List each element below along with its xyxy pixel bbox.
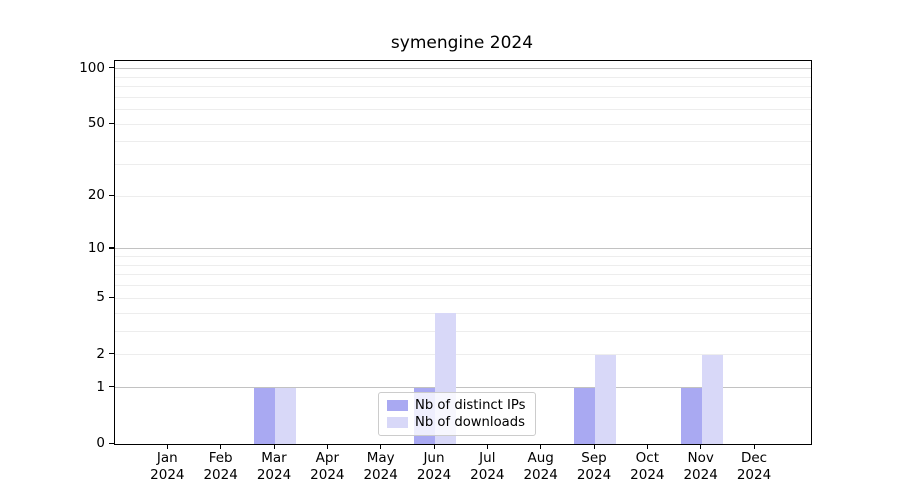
bar-downloads-nov: [701, 354, 723, 444]
bar-distinct-ips-sep: [574, 387, 595, 444]
x-tick-month: Apr: [315, 450, 339, 466]
x-tick-label: Feb 2024: [186, 450, 256, 483]
y-tick-label: 100: [79, 59, 105, 76]
y-tick-mark: [109, 247, 114, 249]
x-tick-mark: [166, 444, 169, 449]
x-tick-month: May: [366, 450, 395, 466]
x-tick-year: 2024: [523, 466, 558, 483]
gridline-minor: [115, 274, 811, 276]
x-tick-mark: [220, 444, 222, 449]
x-tick-year: 2024: [310, 466, 345, 483]
x-tick-month: Oct: [635, 450, 659, 466]
y-tick-label: 2: [96, 345, 105, 362]
x-tick-mark: [486, 444, 489, 449]
y-tick-mark: [109, 386, 114, 388]
x-tick-label: Aug 2024: [506, 450, 576, 483]
x-tick-label: Jun 2024: [399, 450, 469, 483]
bar-downloads-sep: [595, 354, 616, 444]
x-tick-label: Jul 2024: [452, 450, 522, 483]
x-tick-mark: [753, 444, 755, 449]
gridline-minor: [115, 164, 811, 166]
gridline-minor: [115, 297, 811, 299]
legend-swatch-distinct-ips: [387, 400, 408, 411]
x-tick-label: Nov 2024: [666, 450, 736, 483]
x-tick-mark: [540, 444, 542, 449]
x-tick-year: 2024: [363, 466, 398, 483]
legend-swatch-downloads: [387, 417, 408, 428]
bar-downloads-mar: [275, 387, 296, 444]
x-tick-month: Feb: [208, 450, 233, 466]
gridline-minor: [115, 195, 811, 197]
y-tick-mark: [109, 122, 114, 124]
gridline-minor: [115, 354, 811, 356]
x-tick-year: 2024: [203, 466, 238, 483]
bar-distinct-ips-nov: [680, 387, 702, 444]
y-tick-mark: [109, 194, 114, 197]
x-tick-year: 2024: [416, 466, 452, 483]
gridline-minor: [115, 86, 811, 88]
x-tick-month: Nov: [687, 450, 714, 466]
x-tick-label: May 2024: [346, 450, 416, 483]
x-tick-month: Aug: [527, 450, 554, 466]
x-tick-year: 2024: [736, 466, 772, 483]
x-tick-label: Mar 2024: [239, 450, 309, 483]
x-tick-mark: [433, 444, 435, 449]
x-tick-mark: [326, 444, 329, 449]
x-tick-year: 2024: [470, 466, 505, 483]
x-tick-year: 2024: [150, 466, 185, 483]
gridline-major: [115, 68, 811, 70]
y-tick-label: 50: [87, 115, 105, 132]
plot-area: [114, 60, 812, 445]
x-tick-mark: [646, 444, 649, 449]
y-tick-mark: [109, 67, 114, 69]
x-tick-mark: [273, 444, 275, 449]
y-tick-label: 0: [96, 435, 105, 451]
y-tick-label: 20: [87, 187, 105, 204]
bar-distinct-ips-mar: [254, 387, 275, 444]
x-tick-year: 2024: [630, 466, 665, 483]
y-tick-mark: [109, 353, 114, 355]
x-tick-year: 2024: [576, 466, 612, 483]
gridline-minor: [115, 109, 811, 111]
y-tick-mark: [109, 442, 114, 444]
chart-title: symengine 2024: [390, 33, 534, 53]
legend-item-downloads: Nb of downloads: [387, 415, 526, 430]
x-tick-month: Jan: [156, 450, 178, 466]
x-tick-year: 2024: [683, 466, 718, 483]
gridline-minor: [115, 141, 811, 143]
gridline-minor: [115, 330, 811, 332]
x-tick-label: Dec 2024: [719, 450, 789, 483]
y-tick-mark: [109, 296, 114, 298]
x-tick-mark: [700, 444, 702, 449]
x-tick-month: Dec: [740, 450, 768, 466]
gridline-minor: [115, 96, 811, 98]
y-tick-label: 10: [87, 239, 105, 256]
x-tick-label: Apr 2024: [292, 450, 362, 483]
gridline-minor: [115, 123, 811, 125]
gridline-major: [115, 387, 811, 389]
legend-item-distinct-ips: Nb of distinct IPs: [387, 398, 526, 413]
x-tick-mark: [380, 444, 382, 449]
x-tick-year: 2024: [256, 466, 292, 483]
legend: Nb of distinct IPs Nb of downloads: [378, 392, 536, 436]
gridline-minor: [115, 76, 811, 78]
x-tick-label: Sep 2024: [559, 450, 629, 483]
y-tick-label: 5: [96, 289, 105, 306]
x-tick-month: Jul: [479, 450, 496, 466]
gridline-minor: [115, 256, 811, 258]
x-tick-month: Jun: [423, 450, 445, 466]
legend-label-distinct-ips: Nb of distinct IPs: [415, 398, 526, 413]
gridline-minor: [115, 264, 811, 266]
x-tick-mark: [593, 444, 595, 449]
x-tick-month: Sep: [581, 450, 607, 466]
legend-label-downloads: Nb of downloads: [415, 415, 525, 430]
gridline-minor: [115, 285, 811, 287]
x-tick-label: Oct 2024: [612, 450, 682, 483]
x-tick-label: Jan 2024: [132, 450, 202, 483]
y-tick-label: 1: [96, 378, 105, 395]
x-tick-month: Mar: [261, 450, 287, 466]
gridline-minor: [115, 312, 811, 314]
gridline-major: [115, 248, 811, 250]
